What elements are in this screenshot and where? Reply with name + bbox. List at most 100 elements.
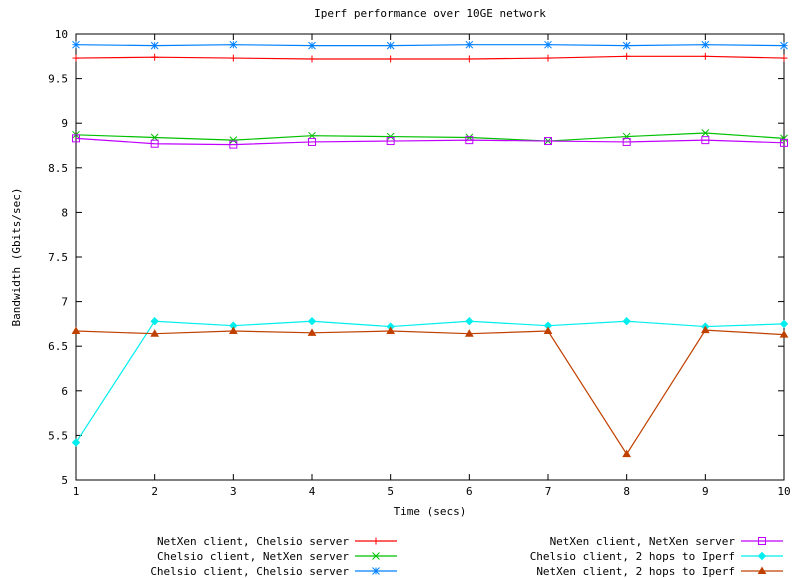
legend-marker (372, 537, 380, 545)
data-point (229, 40, 238, 49)
data-point (622, 137, 631, 146)
x-tick-label: 10 (777, 485, 790, 498)
data-point (543, 326, 553, 335)
series-line (75, 44, 785, 47)
data-point (150, 41, 159, 50)
data-point (701, 52, 709, 60)
data-point (150, 329, 160, 337)
data-point (544, 137, 552, 146)
legend-marker (372, 567, 380, 575)
plot-frame (75, 33, 785, 481)
data-point (229, 54, 237, 62)
x-tick-label: 6 (466, 485, 473, 498)
data-point (72, 54, 80, 62)
data-point (386, 137, 395, 146)
data-point (622, 41, 631, 50)
series-layer (71, 40, 789, 458)
data-point (229, 140, 238, 149)
data-point (701, 136, 710, 145)
y-axis: 5 5.5 6 6.5 7 7.5 8 8.5 9 9.5 10 (48, 28, 784, 487)
series-line (75, 329, 785, 456)
legend-entry: NetXen client, 2 hops to Iperf (536, 565, 783, 578)
legend-marker (372, 552, 380, 560)
data-point (151, 53, 159, 61)
legend-entry: Chelsio client, NetXen server (157, 550, 397, 563)
data-point (779, 319, 789, 329)
x-tick-label: 2 (151, 485, 158, 498)
y-tick-label: 7 (61, 296, 68, 309)
series-line (75, 55, 785, 60)
data-point (700, 325, 710, 334)
series-6 (71, 325, 789, 458)
legend: NetXen client, Chelsio server Chelsio cli… (150, 535, 783, 578)
data-point (622, 317, 631, 326)
x-axis: 1 2 3 4 5 6 7 8 9 10 (73, 34, 791, 498)
y-tick-label: 6 (61, 385, 68, 398)
x-tick-label: 1 (73, 485, 80, 498)
x-tick-label: 7 (545, 485, 552, 498)
legend-entry: Chelsio client, 2 hops to Iperf (530, 550, 783, 563)
data-point (308, 55, 316, 63)
y-axis-label: Bandwidth (Gbits/sec) (10, 187, 23, 326)
y-tick-label: 9.5 (48, 73, 68, 86)
series-line (75, 132, 785, 142)
legend-marker (757, 551, 767, 561)
legend-label: NetXen client, 2 hops to Iperf (536, 565, 735, 578)
legend-entry: NetXen client, Chelsio server (157, 535, 397, 548)
chart-title: Iperf performance over 10GE network (314, 7, 546, 20)
y-tick-label: 9 (61, 117, 68, 130)
x-tick-label: 3 (230, 485, 237, 498)
data-point (464, 329, 474, 337)
data-point (71, 326, 81, 335)
legend-entry: Chelsio client, Chelsio server (150, 565, 397, 578)
data-point (544, 54, 552, 62)
data-point (307, 328, 317, 336)
data-point (465, 55, 473, 63)
y-tick-label: 8.5 (48, 162, 68, 175)
legend-label: Chelsio client, NetXen server (157, 550, 349, 563)
data-point (780, 134, 788, 143)
data-point (307, 317, 317, 326)
legend-marker (758, 537, 766, 545)
data-point (780, 138, 788, 147)
data-point (386, 132, 395, 141)
y-tick-label: 10 (55, 28, 68, 41)
data-point (386, 326, 396, 335)
y-tick-label: 5.5 (48, 429, 68, 442)
series-3 (72, 40, 788, 50)
x-axis-label: Time (secs) (394, 505, 467, 518)
series-line (75, 320, 785, 443)
legend-marker (757, 566, 767, 574)
data-point (71, 438, 81, 447)
data-point (386, 41, 395, 50)
data-point (465, 317, 474, 326)
data-point (780, 41, 788, 50)
series-5 (71, 317, 789, 447)
y-tick-label: 6.5 (48, 340, 68, 353)
data-point (780, 54, 788, 62)
legend-label: Chelsio client, 2 hops to Iperf (530, 550, 735, 563)
x-tick-label: 4 (309, 485, 316, 498)
series-line (75, 137, 785, 146)
series-1 (72, 52, 788, 63)
x-tick-label: 9 (702, 485, 709, 498)
legend-entry: NetXen client, NetXen server (550, 535, 783, 548)
series-2 (72, 129, 788, 145)
data-point (308, 137, 316, 146)
data-point (228, 326, 238, 335)
legend-label: Chelsio client, Chelsio server (150, 565, 349, 578)
data-point (308, 41, 316, 50)
data-point (465, 40, 474, 49)
data-point (387, 55, 395, 63)
data-point (72, 40, 80, 49)
data-point (622, 449, 632, 458)
y-tick-label: 8 (61, 206, 68, 219)
x-tick-label: 8 (623, 485, 630, 498)
data-point (72, 134, 80, 143)
data-point (544, 40, 552, 49)
series-4 (72, 134, 788, 149)
data-point (150, 139, 159, 148)
data-point (465, 136, 474, 145)
data-point (701, 40, 710, 49)
